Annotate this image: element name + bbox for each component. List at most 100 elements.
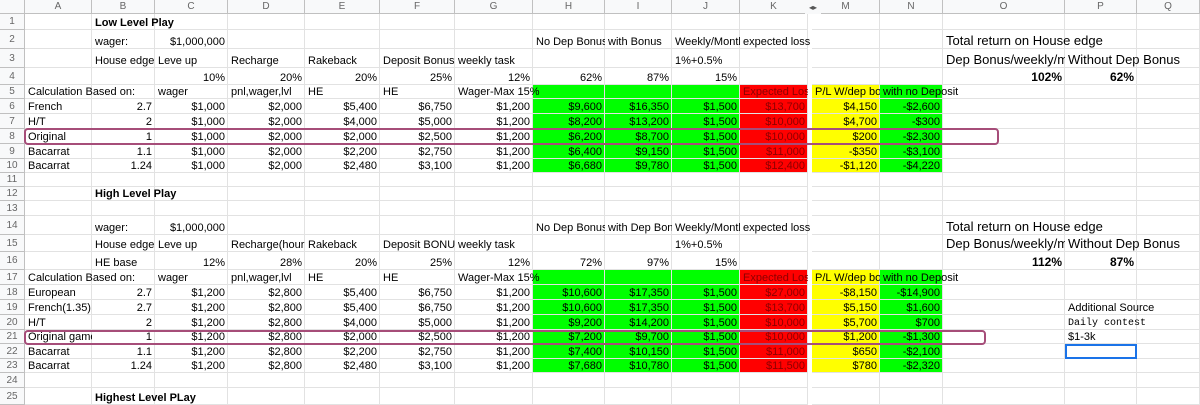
column-header[interactable]: J: [672, 0, 740, 14]
grid-cell[interactable]: [92, 99, 155, 114]
grid-cell[interactable]: [155, 235, 228, 252]
grid-cell[interactable]: [740, 49, 808, 68]
grid-cell[interactable]: [155, 373, 228, 388]
grid-cell[interactable]: [92, 235, 155, 252]
grid-cell[interactable]: [740, 252, 808, 270]
grid-cell[interactable]: [880, 270, 943, 285]
grid-cell[interactable]: [25, 30, 92, 49]
grid-cell[interactable]: [228, 14, 305, 30]
grid-cell[interactable]: [25, 285, 92, 300]
grid-cell[interactable]: [305, 68, 380, 85]
grid-cell[interactable]: [880, 49, 943, 68]
grid-cell[interactable]: [880, 85, 943, 99]
grid-cell[interactable]: [672, 315, 740, 330]
grid-cell[interactable]: [812, 49, 880, 68]
grid-cell[interactable]: [455, 144, 533, 159]
grid-cell[interactable]: [92, 344, 155, 359]
column-header[interactable]: G: [455, 0, 533, 14]
grid-cell[interactable]: [605, 315, 672, 330]
grid-cell[interactable]: [305, 373, 380, 388]
grid-cell[interactable]: [880, 30, 943, 49]
grid-cell[interactable]: [812, 344, 880, 359]
grid-cell[interactable]: [812, 373, 880, 388]
grid-cell[interactable]: [155, 99, 228, 114]
grid-cell[interactable]: [380, 68, 455, 85]
grid-cell[interactable]: [943, 270, 1065, 285]
grid-cell[interactable]: [155, 252, 228, 270]
grid-cell[interactable]: [380, 300, 455, 315]
grid-cell[interactable]: [25, 373, 92, 388]
grid-cell[interactable]: [1065, 252, 1137, 270]
row-header[interactable]: 11: [0, 173, 25, 187]
grid-cell[interactable]: [25, 300, 92, 315]
grid-cell[interactable]: [25, 270, 92, 285]
grid-cell[interactable]: [1065, 300, 1137, 315]
grid-cell[interactable]: [455, 373, 533, 388]
grid-cell[interactable]: [380, 315, 455, 330]
grid-cell[interactable]: [880, 315, 943, 330]
grid-cell[interactable]: [155, 159, 228, 173]
grid-cell[interactable]: [533, 235, 605, 252]
grid-cell[interactable]: [305, 30, 380, 49]
grid-cell[interactable]: [1137, 99, 1200, 114]
grid-cell[interactable]: [1137, 144, 1200, 159]
grid-cell[interactable]: [533, 49, 605, 68]
grid-cell[interactable]: [533, 30, 605, 49]
grid-cell[interactable]: [740, 85, 808, 99]
grid-cell[interactable]: [812, 144, 880, 159]
grid-cell[interactable]: [812, 252, 880, 270]
grid-cell[interactable]: [672, 285, 740, 300]
grid-cell[interactable]: [155, 300, 228, 315]
grid-cell[interactable]: [812, 359, 880, 373]
row-header[interactable]: 25: [0, 388, 25, 405]
grid-cell[interactable]: [228, 30, 305, 49]
grid-cell[interactable]: [305, 315, 380, 330]
grid-cell[interactable]: [605, 300, 672, 315]
row-header[interactable]: 5: [0, 85, 25, 99]
column-header[interactable]: O: [943, 0, 1065, 14]
grid-cell[interactable]: [380, 187, 455, 201]
grid-cell[interactable]: [1065, 129, 1137, 144]
column-header[interactable]: F: [380, 0, 455, 14]
grid-cell[interactable]: [533, 373, 605, 388]
grid-cell[interactable]: [812, 173, 880, 187]
grid-cell[interactable]: [812, 270, 880, 285]
row-header[interactable]: 1: [0, 14, 25, 30]
grid-cell[interactable]: [228, 187, 305, 201]
grid-cell[interactable]: [92, 85, 155, 99]
column-header[interactable]: C: [155, 0, 228, 14]
grid-cell[interactable]: [92, 14, 155, 30]
grid-cell[interactable]: [605, 216, 672, 235]
grid-cell[interactable]: [672, 68, 740, 85]
grid-cell[interactable]: [943, 159, 1065, 173]
column-header[interactable]: M: [812, 0, 880, 14]
grid-cell[interactable]: [155, 201, 228, 216]
grid-cell[interactable]: [880, 300, 943, 315]
row-header[interactable]: 16: [0, 252, 25, 270]
grid-cell[interactable]: [92, 159, 155, 173]
grid-cell[interactable]: [605, 187, 672, 201]
grid-cell[interactable]: [605, 68, 672, 85]
grid-cell[interactable]: [943, 300, 1065, 315]
row-header[interactable]: 24: [0, 373, 25, 388]
grid-cell[interactable]: [672, 201, 740, 216]
grid-cell[interactable]: [155, 344, 228, 359]
row-header[interactable]: 14: [0, 216, 25, 235]
row-header[interactable]: 7: [0, 114, 25, 129]
grid-cell[interactable]: [305, 201, 380, 216]
column-header[interactable]: Q: [1137, 0, 1200, 14]
grid-cell[interactable]: [1065, 49, 1137, 68]
grid-cell[interactable]: [228, 85, 305, 99]
grid-cell[interactable]: [455, 300, 533, 315]
grid-cell[interactable]: [228, 144, 305, 159]
grid-cell[interactable]: [1065, 270, 1137, 285]
grid-cell[interactable]: [740, 144, 808, 159]
grid-cell[interactable]: [25, 216, 92, 235]
grid-cell[interactable]: [740, 285, 808, 300]
grid-cell[interactable]: [305, 359, 380, 373]
grid-cell[interactable]: [1137, 285, 1200, 300]
grid-cell[interactable]: [533, 173, 605, 187]
grid-cell[interactable]: [533, 68, 605, 85]
grid-cell[interactable]: [533, 216, 605, 235]
grid-cell[interactable]: [25, 99, 92, 114]
